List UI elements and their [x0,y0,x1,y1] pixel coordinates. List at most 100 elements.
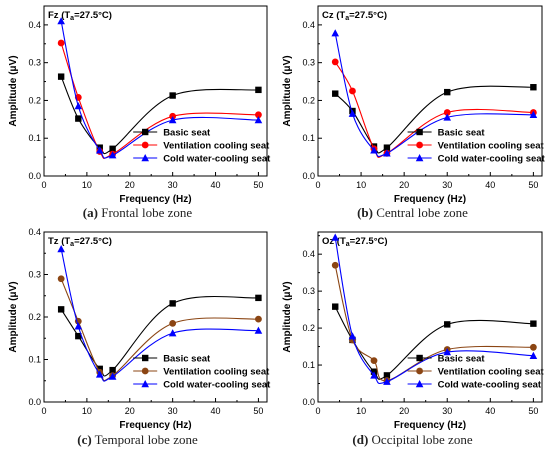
y-tick-label: 0.0 [28,397,41,407]
data-point [255,111,262,119]
x-tick-label: 20 [125,180,135,190]
data-point [331,29,340,37]
y-axis-label: Amplitude (μV) [8,55,19,126]
x-axis-label: Frequency (Hz) [119,194,191,205]
y-tick-label: 0.1 [28,355,41,365]
data-point [74,102,83,110]
data-point [95,146,104,154]
chart-panel: 0 10 20 30 40 50 0.0 0.1 0.2 0.3 0.4 Frequency (Hz)… [282,231,545,431]
x-tick-label: 0 [41,406,46,416]
y-tick-label: 0.4 [302,20,315,30]
data-point [529,351,538,360]
y-tick-label: 0.1 [302,360,315,370]
x-tick-label: 50 [528,180,538,190]
data-point [444,88,451,96]
chart-panel: 0 10 20 30 40 50 0.0 0.1 0.2 0.3 0.4 Frequency (Hz)… [282,5,546,205]
x-tick-label: 10 [82,180,92,190]
legend-label: Basic seat [438,354,486,365]
data-point [109,145,116,152]
legend-marker [142,354,149,362]
x-tick-label: 20 [399,406,409,416]
caption-b: (b) Central lobe zone [357,205,468,220]
data-point [530,84,537,91]
data-point [75,332,82,340]
x-axis-label: Frequency (Hz) [119,420,191,431]
y-axis-label: Amplitude (μV) [282,55,293,126]
data-point [443,109,451,116]
x-axis-label: Frequency (Hz) [394,420,466,431]
y-tick-label: 0.4 [28,227,41,237]
caption-c: (c) Temporal lobe zone [77,432,198,447]
x-tick-label: 0 [315,406,320,416]
x-tick-label: 30 [168,406,178,416]
x-tick-label: 40 [211,406,221,416]
data-point [96,365,103,373]
data-point [530,320,537,327]
legend-marker [416,354,423,362]
data-point [168,329,177,337]
legend-label: Ventilation cooling seat [163,367,270,378]
data-point [370,371,378,379]
legend-label: Cold water-cooling seat [163,380,271,391]
legend-marker [141,141,149,149]
legend-marker [141,154,149,162]
y-tick-label: 0.3 [28,270,41,280]
data-point [255,86,262,94]
legend-marker [416,141,423,149]
y-tick-label: 0.0 [28,171,41,181]
caption-d: (d) Occipital lobe zone [352,432,473,447]
data-point [74,322,83,330]
data-point [348,332,357,340]
legend-label: Basic seat [438,128,486,139]
data-point [57,306,65,313]
y-tick-label: 0.2 [28,95,41,105]
data-point [383,372,391,379]
data-point [383,377,391,385]
data-point [168,116,177,124]
plot-frame [43,5,268,177]
data-point [95,370,104,378]
plot-frame [317,231,543,403]
chart-title: Tz (Ta=27.5°C) [48,236,112,248]
x-tick-label: 40 [485,180,495,190]
x-tick-label: 20 [125,406,135,416]
y-axis-label: Amplitude (μV) [8,281,19,352]
y-tick-label: 0.1 [302,133,315,143]
chart-title: Fz (Ta=27.5°C) [48,10,112,22]
data-point [255,315,262,323]
data-point [331,233,340,241]
y-tick-label: 0.2 [302,95,315,105]
data-point [57,73,65,80]
data-point [383,149,391,157]
data-point [370,357,378,365]
data-point [57,275,65,283]
chart-panel: 0 10 20 30 40 50 0.0 0.1 0.2 0.3 0.4 Frequency (Hz)… [8,5,271,205]
x-tick-label: 40 [211,180,221,190]
legend-marker [415,380,424,388]
data-point [254,116,263,124]
y-tick-label: 0.0 [302,171,315,181]
x-tick-label: 20 [399,180,409,190]
x-axis-label: Frequency (Hz) [394,194,466,205]
y-tick-label: 0.3 [302,58,315,68]
data-point [57,39,65,47]
y-tick-label: 0.2 [302,323,315,333]
data-point [108,372,117,380]
x-tick-label: 50 [253,406,263,416]
data-point [57,17,65,25]
y-tick-label: 0.4 [28,20,41,30]
data-point [109,366,116,374]
y-tick-label: 0.0 [302,397,315,407]
y-tick-label: 0.4 [302,249,315,259]
x-tick-label: 50 [528,406,538,416]
x-tick-label: 0 [315,180,320,190]
data-point [443,113,452,121]
series-line [60,20,259,159]
data-point [169,92,176,99]
data-point [331,58,339,66]
series-line [334,265,534,382]
data-point [332,303,339,310]
chart-title: Cz (Ta=27.5°C) [322,10,387,22]
y-axis-label: Amplitude (μV) [282,281,293,352]
data-point [169,319,177,327]
